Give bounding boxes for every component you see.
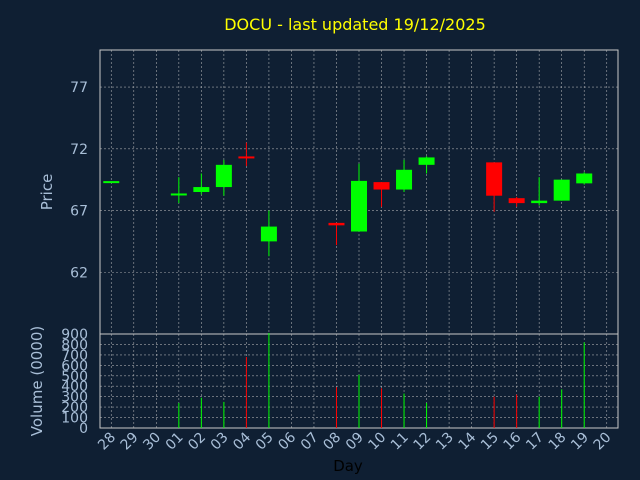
- candle-body: [215, 164, 232, 188]
- candle-body: [103, 181, 120, 184]
- x-tick-label: 06: [275, 429, 299, 453]
- candle-body: [486, 162, 503, 196]
- volume-tick-label: 900: [61, 327, 88, 343]
- price-axis-label: Price: [38, 174, 56, 211]
- x-tick-label: 03: [208, 430, 232, 454]
- candle-body: [238, 156, 255, 159]
- volume-tick-label: 0: [79, 421, 88, 437]
- volume-tick-label: 800: [61, 337, 88, 353]
- x-axis-label: Day: [333, 457, 363, 475]
- x-tick-label: 20: [591, 430, 615, 454]
- volume-tick-label: 200: [61, 400, 88, 416]
- x-tick-label: 07: [298, 430, 322, 454]
- volume-tick-label: 400: [61, 379, 88, 395]
- candle-body: [576, 173, 593, 184]
- x-tick-label: 15: [478, 430, 502, 454]
- candle-body: [260, 226, 277, 242]
- x-tick-label: 02: [185, 430, 209, 454]
- price-tick-label: 62: [70, 265, 88, 281]
- x-tick-label: 17: [523, 430, 547, 454]
- price-tick-label: 72: [70, 142, 88, 158]
- volume-tick-label: 100: [61, 411, 88, 427]
- chart-marks: [103, 142, 593, 428]
- x-tick-label: 08: [320, 430, 344, 454]
- x-tick-label: 01: [163, 430, 187, 454]
- x-tick-label: 12: [410, 430, 434, 454]
- x-tick-label: 19: [568, 430, 592, 454]
- x-tick-label: 14: [456, 429, 480, 453]
- price-tick-label: 67: [70, 204, 88, 220]
- volume-tick-label: 500: [61, 369, 88, 385]
- candle-body: [328, 222, 345, 226]
- x-tick-label: 29: [118, 430, 142, 454]
- candle-body: [373, 182, 390, 190]
- x-tick-label: 13: [433, 430, 457, 454]
- x-tick-label: 11: [388, 430, 412, 454]
- x-tick-label: 10: [365, 430, 389, 454]
- volume-axis-label: Volume (0000): [28, 326, 46, 436]
- volume-tick-label: 700: [61, 348, 88, 364]
- candle-body: [553, 179, 570, 201]
- x-tick-label: 16: [501, 429, 525, 453]
- x-tick-label: 05: [253, 430, 277, 454]
- x-tick-label: 30: [140, 430, 164, 454]
- price-panel: 2829300102030405060708091011121314151617…: [70, 49, 619, 454]
- candle-body: [508, 198, 525, 204]
- chart-title: DOCU - last updated 19/12/2025: [224, 15, 486, 34]
- volume-tick-label: 600: [61, 358, 88, 374]
- x-tick-label: 18: [546, 430, 570, 454]
- volume-tick-label: 300: [61, 390, 88, 406]
- x-tick-label: 04: [230, 429, 254, 453]
- candle-body: [170, 193, 187, 196]
- candle-body: [351, 180, 367, 232]
- price-tick-label: 77: [70, 80, 88, 96]
- x-tick-label: 28: [95, 430, 119, 454]
- candle-body: [531, 200, 548, 204]
- candle-body: [396, 169, 413, 190]
- x-tick-label: 09: [343, 430, 367, 454]
- candle-body: [418, 157, 435, 165]
- candle-body: [193, 187, 210, 192]
